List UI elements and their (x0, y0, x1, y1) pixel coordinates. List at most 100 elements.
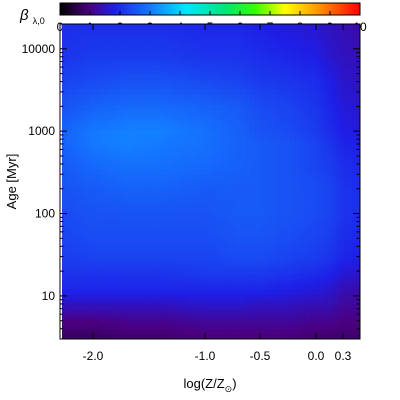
heatmap-cell (150, 164, 156, 170)
heatmap-cell (89, 309, 96, 315)
heatmap-cell (195, 164, 202, 170)
heatmap-cell (270, 264, 276, 270)
heatmap-cell (140, 214, 146, 220)
heatmap-cell (135, 89, 141, 95)
heatmap-cell (230, 289, 236, 295)
heatmap-cell (205, 144, 212, 150)
heatmap-cell (260, 179, 266, 185)
heatmap-cell (180, 169, 186, 175)
heatmap-cell (75, 84, 82, 90)
heatmap-cell (170, 329, 176, 335)
heatmap-cell (215, 264, 221, 270)
heatmap-cell (344, 69, 353, 75)
heatmap-cell (66, 84, 72, 90)
heatmap-cell (62, 119, 68, 125)
heatmap-cell (280, 199, 286, 205)
heatmap-cell (265, 94, 271, 100)
heatmap-cell (109, 314, 116, 320)
heatmap-cell (160, 314, 166, 320)
heatmap-cell (94, 314, 101, 320)
heatmap-cell (170, 254, 176, 260)
heatmap-cell (280, 309, 286, 315)
heatmap-cell (190, 169, 197, 175)
heatmap-cell (255, 294, 261, 300)
heatmap-cell (323, 69, 329, 75)
heatmap-cell (175, 294, 181, 300)
heatmap-cell (225, 184, 231, 190)
heatmap-cell (190, 204, 197, 210)
heatmap-cell (195, 294, 202, 300)
heatmap-cell (255, 109, 261, 115)
heatmap-cell (135, 129, 141, 135)
heatmap-cell (275, 224, 281, 230)
heatmap-cell (140, 314, 146, 320)
heatmap-cell (331, 49, 337, 55)
heatmap-cell (180, 54, 186, 60)
heatmap-cell (290, 309, 296, 315)
heatmap-cell (94, 54, 101, 60)
heatmap-cell (200, 109, 207, 115)
heatmap-cell (285, 49, 291, 55)
heatmap-cell (220, 194, 226, 200)
heatmap-cell (160, 229, 166, 235)
heatmap-cell (275, 24, 281, 30)
heatmap-cell (109, 219, 116, 225)
heatmap-cell (265, 194, 271, 200)
heatmap-cell (265, 324, 271, 330)
heatmap-cell (180, 29, 186, 35)
heatmap-cell (80, 254, 86, 260)
heatmap-cell (200, 129, 207, 135)
heatmap-cell (94, 69, 101, 75)
heatmap-cell (190, 79, 197, 85)
heatmap-cell (140, 319, 146, 325)
heatmap-cell (99, 319, 106, 325)
heatmap-cell (270, 289, 276, 295)
heatmap-cell (200, 164, 207, 170)
heatmap-cell (104, 329, 111, 335)
heatmap-cell (66, 229, 72, 235)
heatmap-cell (170, 219, 176, 225)
heatmap-cell (323, 124, 329, 130)
heatmap-cell (285, 34, 291, 40)
heatmap-cell (109, 324, 116, 330)
heatmap-cell (175, 114, 181, 120)
heatmap-cell (62, 24, 68, 30)
heatmap-cell (270, 314, 276, 320)
heatmap-cell (315, 234, 321, 240)
heatmap-cell (285, 254, 291, 260)
heatmap-cell (99, 324, 106, 330)
heatmap-cell (250, 54, 256, 60)
heatmap-cell (119, 274, 126, 280)
heatmap-cell (323, 264, 329, 270)
heatmap-cell (275, 304, 281, 310)
heatmap-cell (290, 329, 296, 335)
heatmap-cell (260, 304, 266, 310)
heatmap-cell (135, 84, 141, 90)
heatmap-cell (200, 244, 207, 250)
heatmap-cell (245, 164, 251, 170)
heatmap-cell (300, 144, 306, 150)
heatmap-cell (250, 199, 256, 205)
heatmap-cell (275, 119, 281, 125)
heatmap-cell (200, 144, 207, 150)
heatmap-cell (344, 244, 353, 250)
heatmap-cell (129, 34, 136, 40)
heatmap-cell (225, 59, 231, 65)
heatmap-cell (210, 329, 217, 335)
heatmap-cell (145, 49, 151, 55)
heatmap-cell (71, 124, 77, 130)
heatmap-cell (285, 279, 291, 285)
heatmap-cell (155, 279, 161, 285)
heatmap-cell (225, 74, 231, 80)
heatmap-cell (71, 319, 77, 325)
heatmap-cell (99, 254, 106, 260)
heatmap-cell (200, 84, 207, 90)
heatmap-cell (135, 284, 141, 290)
heatmap-cell (250, 149, 256, 155)
heatmap-cell (339, 299, 346, 305)
heatmap-cell (295, 219, 301, 225)
heatmap-cell (344, 284, 353, 290)
heatmap-cell (335, 239, 341, 245)
heatmap-cell (145, 119, 151, 125)
heatmap-cell (260, 334, 266, 339)
